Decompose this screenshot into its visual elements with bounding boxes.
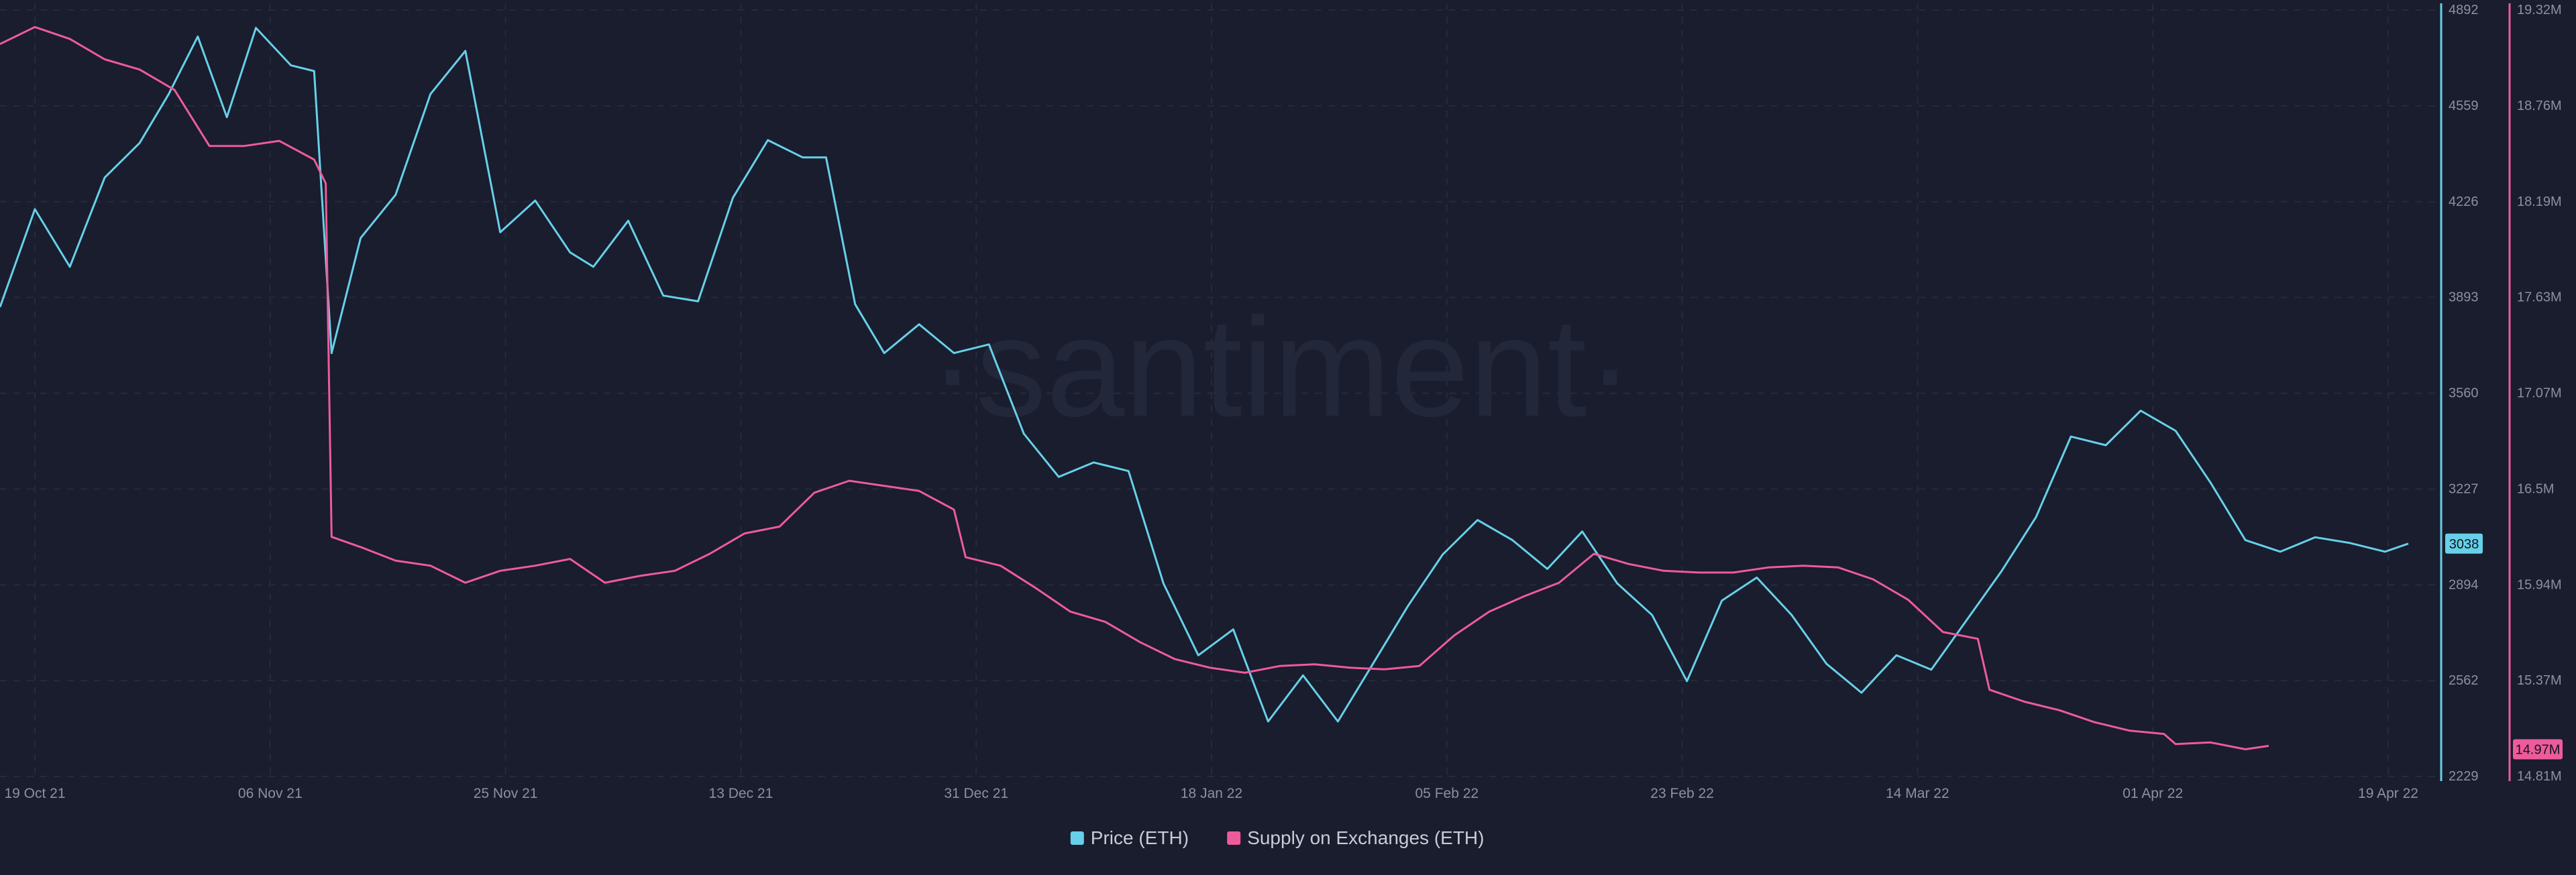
price-axis-tick: 4559 xyxy=(2449,99,2479,113)
price-series-line xyxy=(0,27,2409,723)
supply-axis-tick: 16.5M xyxy=(2517,481,2555,496)
supply-axis-tick: 17.63M xyxy=(2517,290,2562,305)
x-axis-tick: 18 Jan 22 xyxy=(1181,786,1242,801)
legend-swatch xyxy=(1227,831,1241,845)
x-axis-tick: 19 Oct 21 xyxy=(4,786,65,801)
price-axis-tick: 3227 xyxy=(2449,481,2479,496)
legend-label: Price (ETH) xyxy=(1091,827,1189,848)
x-axis-tick: 31 Dec 21 xyxy=(944,786,1008,801)
x-axis-tick: 05 Feb 22 xyxy=(1415,786,1479,801)
price-last-badge xyxy=(2445,533,2483,554)
price-axis-tick: 4226 xyxy=(2449,194,2479,209)
x-axis-tick: 06 Nov 21 xyxy=(238,786,303,801)
grid-layer xyxy=(0,3,2438,778)
x-axis-tick: 25 Nov 21 xyxy=(474,786,538,801)
supply-last-value: 14.97M xyxy=(2516,742,2561,757)
series-layer xyxy=(0,25,2409,750)
x-axis-tick: 19 Apr 22 xyxy=(2358,786,2418,801)
legend: Price (ETH) Supply on Exchanges (ETH) xyxy=(1070,827,1484,848)
price-axis-tick: 4892 xyxy=(2449,3,2479,17)
supply-axis-tick: 15.37M xyxy=(2517,673,2562,688)
legend-label: Supply on Exchanges (ETH) xyxy=(1247,827,1484,848)
supply-axis-tick: 14.81M xyxy=(2517,769,2562,784)
supply-axis-tick: 17.07M xyxy=(2517,386,2562,401)
supply-axis-tick: 19.32M xyxy=(2517,3,2562,17)
watermark: ·santiment· xyxy=(929,288,1633,446)
supply-last-badge xyxy=(2513,739,2563,760)
y-axis-ticks: 4892 4559 4226 3893 3560 3227 2894 2562 2229 19.3… xyxy=(2449,3,2562,784)
price-axis-tick: 2562 xyxy=(2449,673,2479,688)
x-axis-tick: 01 Apr 22 xyxy=(2123,786,2183,801)
x-axis-tick: 13 Dec 21 xyxy=(709,786,773,801)
x-axis-tick: 14 Mar 22 xyxy=(1886,786,1949,801)
supply-axis-tick: 18.76M xyxy=(2517,99,2562,113)
legend-swatch xyxy=(1070,831,1084,845)
price-axis-tick: 2229 xyxy=(2449,769,2479,784)
supply-series-line xyxy=(0,25,2269,750)
price-axis-tick: 3560 xyxy=(2449,386,2479,401)
x-axis-tick: 23 Feb 22 xyxy=(1650,786,1714,801)
price-axis-tick: 3893 xyxy=(2449,290,2479,305)
last-value-badges: 3038 14.97M xyxy=(2445,533,2563,760)
price-last-value: 3038 xyxy=(2449,537,2479,552)
supply-axis-tick: 15.94M xyxy=(2517,577,2562,592)
price-axis-tick: 2894 xyxy=(2449,577,2479,592)
supply-axis-tick: 18.19M xyxy=(2517,194,2562,209)
x-axis-ticks: 19 Oct 21 06 Nov 21 25 Nov 21 13 Dec 21 31 D… xyxy=(4,786,2418,801)
